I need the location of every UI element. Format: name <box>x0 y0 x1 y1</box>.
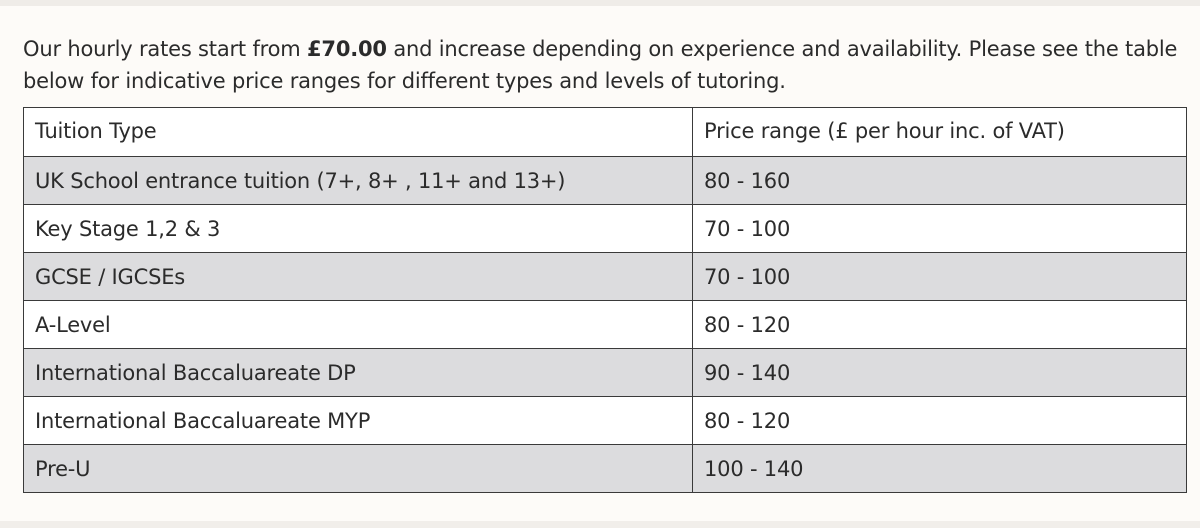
tuition-type-cell: Key Stage 1,2 & 3 <box>23 204 693 253</box>
table-row: A-Level 80 - 120 <box>23 300 1187 349</box>
header-price-range: Price range (£ per hour inc. of VAT) <box>692 107 1187 157</box>
bottom-divider <box>0 521 1200 528</box>
intro-suffix: and increase depending on experience and… <box>23 37 1178 93</box>
price-range-cell: 100 - 140 <box>692 444 1187 493</box>
price-range-cell: 70 - 100 <box>692 252 1187 301</box>
price-range-table: Tuition Type Price range (£ per hour inc… <box>23 107 1187 493</box>
price-range-cell: 90 - 140 <box>692 348 1187 397</box>
intro-prefix: Our hourly rates start from <box>23 37 307 61</box>
table-row: International Baccaluareate MYP 80 - 120 <box>23 396 1187 445</box>
tuition-type-cell: International Baccaluareate DP <box>23 348 693 397</box>
price-range-cell: 80 - 120 <box>692 300 1187 349</box>
header-tuition-type: Tuition Type <box>23 107 693 157</box>
price-range-cell: 80 - 160 <box>692 156 1187 205</box>
tuition-type-cell: A-Level <box>23 300 693 349</box>
table-row: GCSE / IGCSEs 70 - 100 <box>23 252 1187 301</box>
table-row: Pre-U 100 - 140 <box>23 444 1187 493</box>
table-row: International Baccaluareate DP 90 - 140 <box>23 348 1187 397</box>
tuition-type-cell: International Baccaluareate MYP <box>23 396 693 445</box>
tuition-type-cell: Pre-U <box>23 444 693 493</box>
table-row: Key Stage 1,2 & 3 70 - 100 <box>23 204 1187 253</box>
tuition-type-cell: UK School entrance tuition (7+, 8+ , 11+… <box>23 156 693 205</box>
starting-rate: £70.00 <box>307 37 387 61</box>
price-range-cell: 80 - 120 <box>692 396 1187 445</box>
table-row: UK School entrance tuition (7+, 8+ , 11+… <box>23 156 1187 205</box>
table-header-row: Tuition Type Price range (£ per hour inc… <box>23 107 1187 157</box>
intro-paragraph: Our hourly rates start from £70.00 and i… <box>23 33 1183 97</box>
tuition-type-cell: GCSE / IGCSEs <box>23 252 693 301</box>
price-range-cell: 70 - 100 <box>692 204 1187 253</box>
top-divider <box>0 0 1200 6</box>
